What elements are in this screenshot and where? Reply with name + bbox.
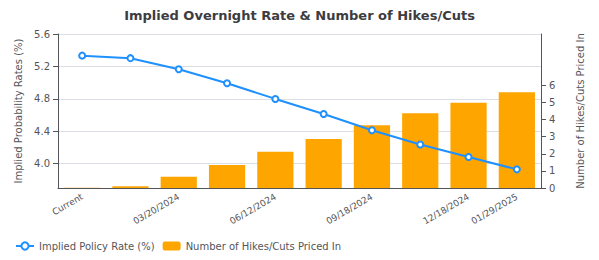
svg-text:1: 1 [549, 165, 555, 176]
svg-text:6: 6 [549, 80, 555, 91]
svg-text:4.4: 4.4 [34, 126, 50, 137]
svg-text:Implied Policy Rate (%): Implied Policy Rate (%) [39, 241, 155, 252]
svg-text:5: 5 [549, 97, 555, 108]
svg-text:4.0: 4.0 [34, 158, 50, 169]
svg-text:Number of Hikes/Cuts Priced In: Number of Hikes/Cuts Priced In [575, 33, 586, 188]
svg-text:3: 3 [549, 131, 555, 142]
svg-text:09/18/2024: 09/18/2024 [325, 192, 375, 227]
svg-text:5.6: 5.6 [34, 29, 50, 40]
svg-text:2: 2 [549, 148, 555, 159]
svg-text:4: 4 [549, 114, 555, 125]
svg-text:5.2: 5.2 [34, 61, 50, 72]
svg-text:03/20/2024: 03/20/2024 [131, 192, 181, 227]
svg-text:Current: Current [50, 191, 85, 217]
svg-text:Implied Overnight Rate & Numbe: Implied Overnight Rate & Number of Hikes… [124, 8, 475, 23]
svg-text:Number of Hikes/Cuts Priced In: Number of Hikes/Cuts Priced In [186, 241, 341, 252]
svg-text:06/12/2024: 06/12/2024 [228, 192, 278, 227]
svg-text:12/18/2024: 12/18/2024 [421, 192, 471, 227]
svg-text:4.8: 4.8 [34, 93, 50, 104]
svg-text:0: 0 [549, 183, 555, 194]
svg-text:01/29/2025: 01/29/2025 [469, 192, 519, 227]
svg-text:Implied Probability Rates (%): Implied Probability Rates (%) [13, 38, 24, 183]
